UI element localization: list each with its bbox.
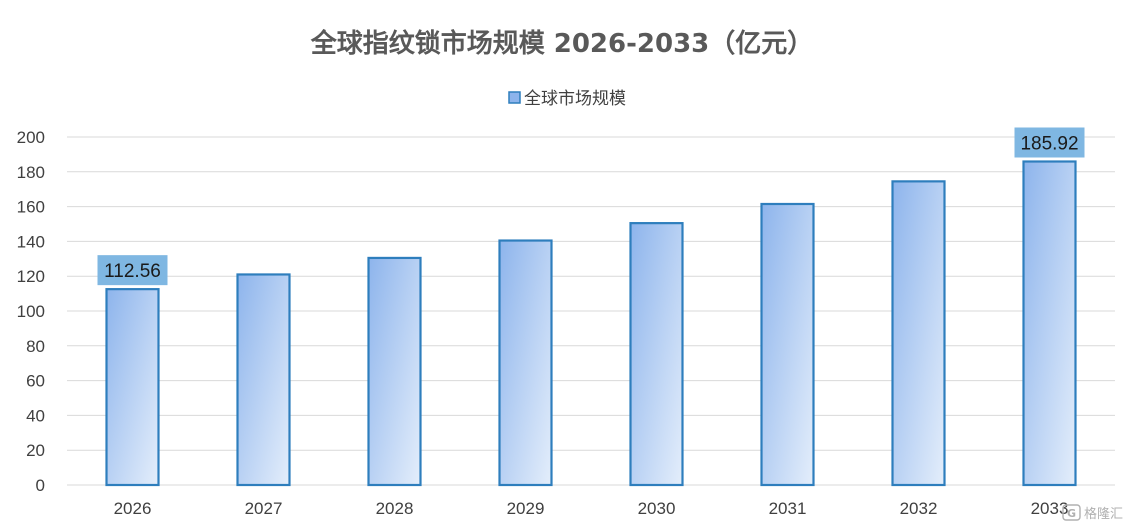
y-tick-label: 20 [26,441,45,460]
bar-2029 [498,239,553,487]
watermark: G 格隆汇 [1062,504,1123,522]
bar-2028 [367,256,422,487]
y-tick-label: 200 [17,128,45,147]
x-tick-label: 2033 [1031,499,1069,518]
gelonghui-logo-icon: G [1062,504,1081,521]
bar-2026 [105,288,160,487]
data-labels: 112.56 185.92 [97,127,1085,286]
gridlines [67,136,1115,486]
bar-2027 [236,273,291,487]
data-label: 185.92 [1020,133,1078,154]
x-tick-label: 2032 [900,499,938,518]
bars [105,160,1077,487]
x-tick-label: 2028 [376,499,414,518]
y-tick-label: 40 [26,406,45,425]
y-tick-label: 180 [17,163,45,182]
legend-label: 全球市场规模 [524,89,626,109]
y-tick-label: 120 [17,267,45,286]
bar-2032 [891,180,946,487]
legend: 全球市场规模 [508,89,626,109]
data-label-box [1014,127,1085,158]
y-axis-tick-labels: 0 20 40 60 80 100 120 140 160 180 200 [17,128,45,495]
x-tick-label: 2027 [245,499,283,518]
watermark-text: 格隆汇 [1084,506,1123,522]
x-tick-label: 2026 [114,499,152,518]
y-tick-label: 160 [17,198,45,217]
chart-title: 全球指纹锁市场规模 2026-2033（亿元） [310,28,814,59]
bar-2033 [1022,160,1077,487]
bar-2031 [760,202,815,487]
x-tick-label: 2029 [507,499,545,518]
y-tick-label: 80 [26,337,45,356]
legend-swatch [508,91,521,104]
y-tick-label: 100 [17,302,45,321]
x-axis-tick-labels: 2026 2027 2028 2029 2030 2031 2032 2033 [114,499,1069,518]
y-tick-label: 140 [17,232,45,251]
data-label: 112.56 [104,261,161,282]
y-tick-label: 0 [36,476,45,495]
bar-2030 [629,222,684,487]
x-tick-label: 2030 [638,499,676,518]
x-tick-label: 2031 [769,499,807,518]
y-tick-label: 60 [26,372,45,391]
svg-text:G: G [1067,507,1076,520]
data-label-box [97,255,168,286]
